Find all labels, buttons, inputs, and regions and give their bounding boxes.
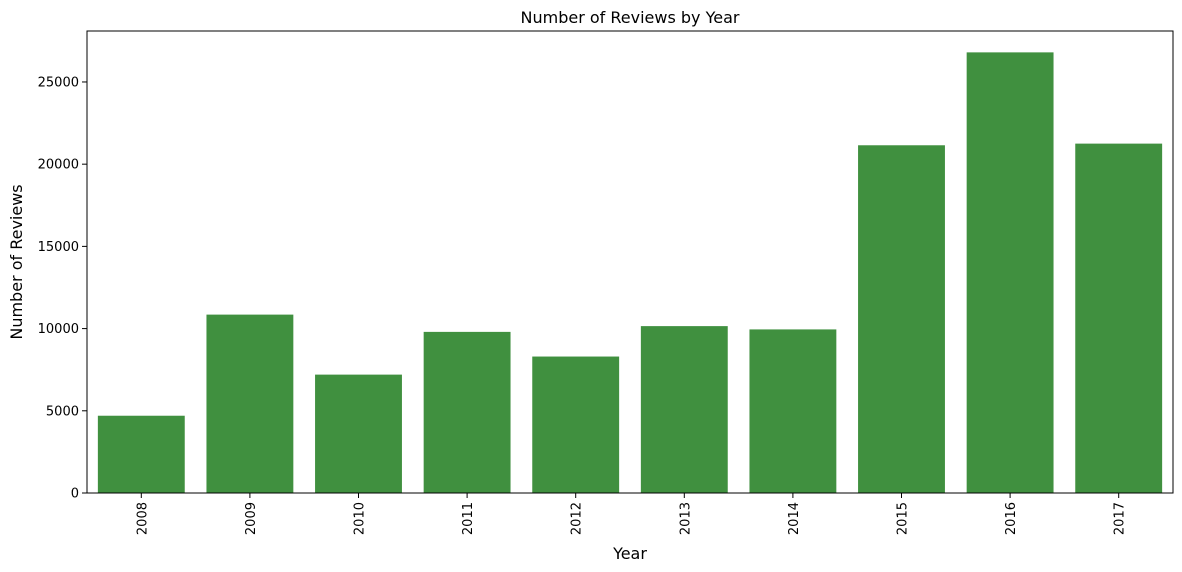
y-tick-label: 5000 [46,404,79,419]
x-tick-label: 2015 [896,502,911,535]
x-tick-label: 2009 [244,502,259,535]
bar-2010 [315,374,402,493]
y-tick-label: 0 [71,487,79,502]
y-tick-label: 10000 [38,322,79,337]
y-axis-ticks: 0 5000 10000 15000 20000 25000 [38,75,87,502]
bar-2012 [532,356,620,493]
x-tick-label: 2017 [1113,502,1128,535]
bar-2011 [423,331,511,493]
y-tick-label: 20000 [38,158,79,173]
bars-group [97,52,1163,494]
bar-2013 [640,326,728,493]
y-axis-label: Number of Reviews [7,184,26,339]
bar-2015 [858,145,945,493]
y-tick-label: 15000 [38,240,79,255]
x-axis-ticks: 2008 2009 2010 2011 2012 2013 2014 2015 2016 2017 [135,493,1128,535]
bar-2008 [97,415,185,493]
bar-2016 [966,52,1054,494]
chart-title: Number of Reviews by Year [521,8,740,27]
bar-2014 [749,329,837,493]
x-tick-label: 2011 [461,502,476,535]
x-tick-label: 2016 [1004,502,1019,535]
bar-2009 [206,314,294,493]
plot-frame [86,30,1174,494]
x-tick-label: 2010 [353,502,368,535]
x-axis-label: Year [612,544,647,563]
y-tick-label: 25000 [38,75,79,90]
bar-2017 [1075,143,1163,493]
x-tick-label: 2008 [135,502,150,535]
x-tick-label: 2013 [678,502,693,535]
x-tick-label: 2012 [570,502,585,535]
x-tick-label: 2014 [787,502,802,535]
